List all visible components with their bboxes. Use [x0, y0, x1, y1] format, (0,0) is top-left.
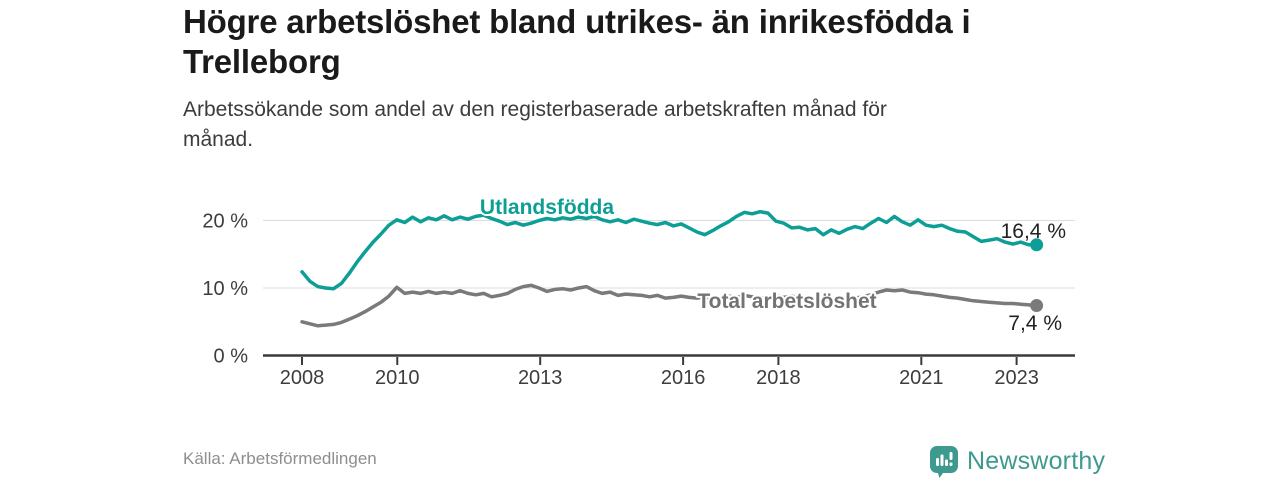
y-tick-label-10: 10 %: [202, 278, 248, 300]
end-value-label-utlandsfodda: 16,4 %: [1001, 220, 1066, 243]
title-line-2: Trelleborg: [183, 43, 341, 80]
y-tick-label-20: 20 %: [202, 211, 248, 233]
end-value-label-total: 7,4 %: [1008, 312, 1062, 335]
page-title: Högre arbetslöshet bland utrikes- än inr…: [183, 2, 1123, 82]
x-tick-label-2016: 2016: [661, 367, 706, 389]
series-end-dot-utlandsfodda: [1030, 238, 1044, 252]
source-attribution: Källa: Arbetsförmedlingen: [183, 449, 377, 468]
series-label-total: Total arbetslöshet: [697, 290, 876, 313]
series-end-dot-total: [1030, 299, 1044, 313]
x-tick-label-2023: 2023: [994, 367, 1039, 389]
x-tick-label-2021: 2021: [899, 367, 944, 389]
chart-subtitle: Arbetssökande som andel av den registerb…: [183, 95, 1083, 155]
title-line-1: Högre arbetslöshet bland utrikes- än inr…: [183, 3, 971, 40]
x-tick-label-2008: 2008: [280, 367, 325, 389]
x-tick-label-2013: 2013: [518, 367, 563, 389]
subtitle-line-1: Arbetssökande som andel av den registerb…: [183, 98, 887, 121]
newsworthy-bar-chart-icon: [930, 446, 958, 478]
x-tick-label-2018: 2018: [756, 367, 801, 389]
x-tick-label-2010: 2010: [375, 367, 420, 389]
y-tick-label-0: 0 %: [214, 346, 249, 368]
series-line-utlandsfodda: [300, 209, 1039, 291]
newsworthy-logo: Newsworthy: [929, 445, 1105, 478]
newsworthy-logo-text: Newsworthy: [967, 447, 1106, 475]
series-label-utlandsfodda: Utlandsfödda: [480, 196, 614, 219]
subtitle-line-2: månad.: [183, 128, 254, 151]
series-line-total: [300, 283, 1039, 328]
